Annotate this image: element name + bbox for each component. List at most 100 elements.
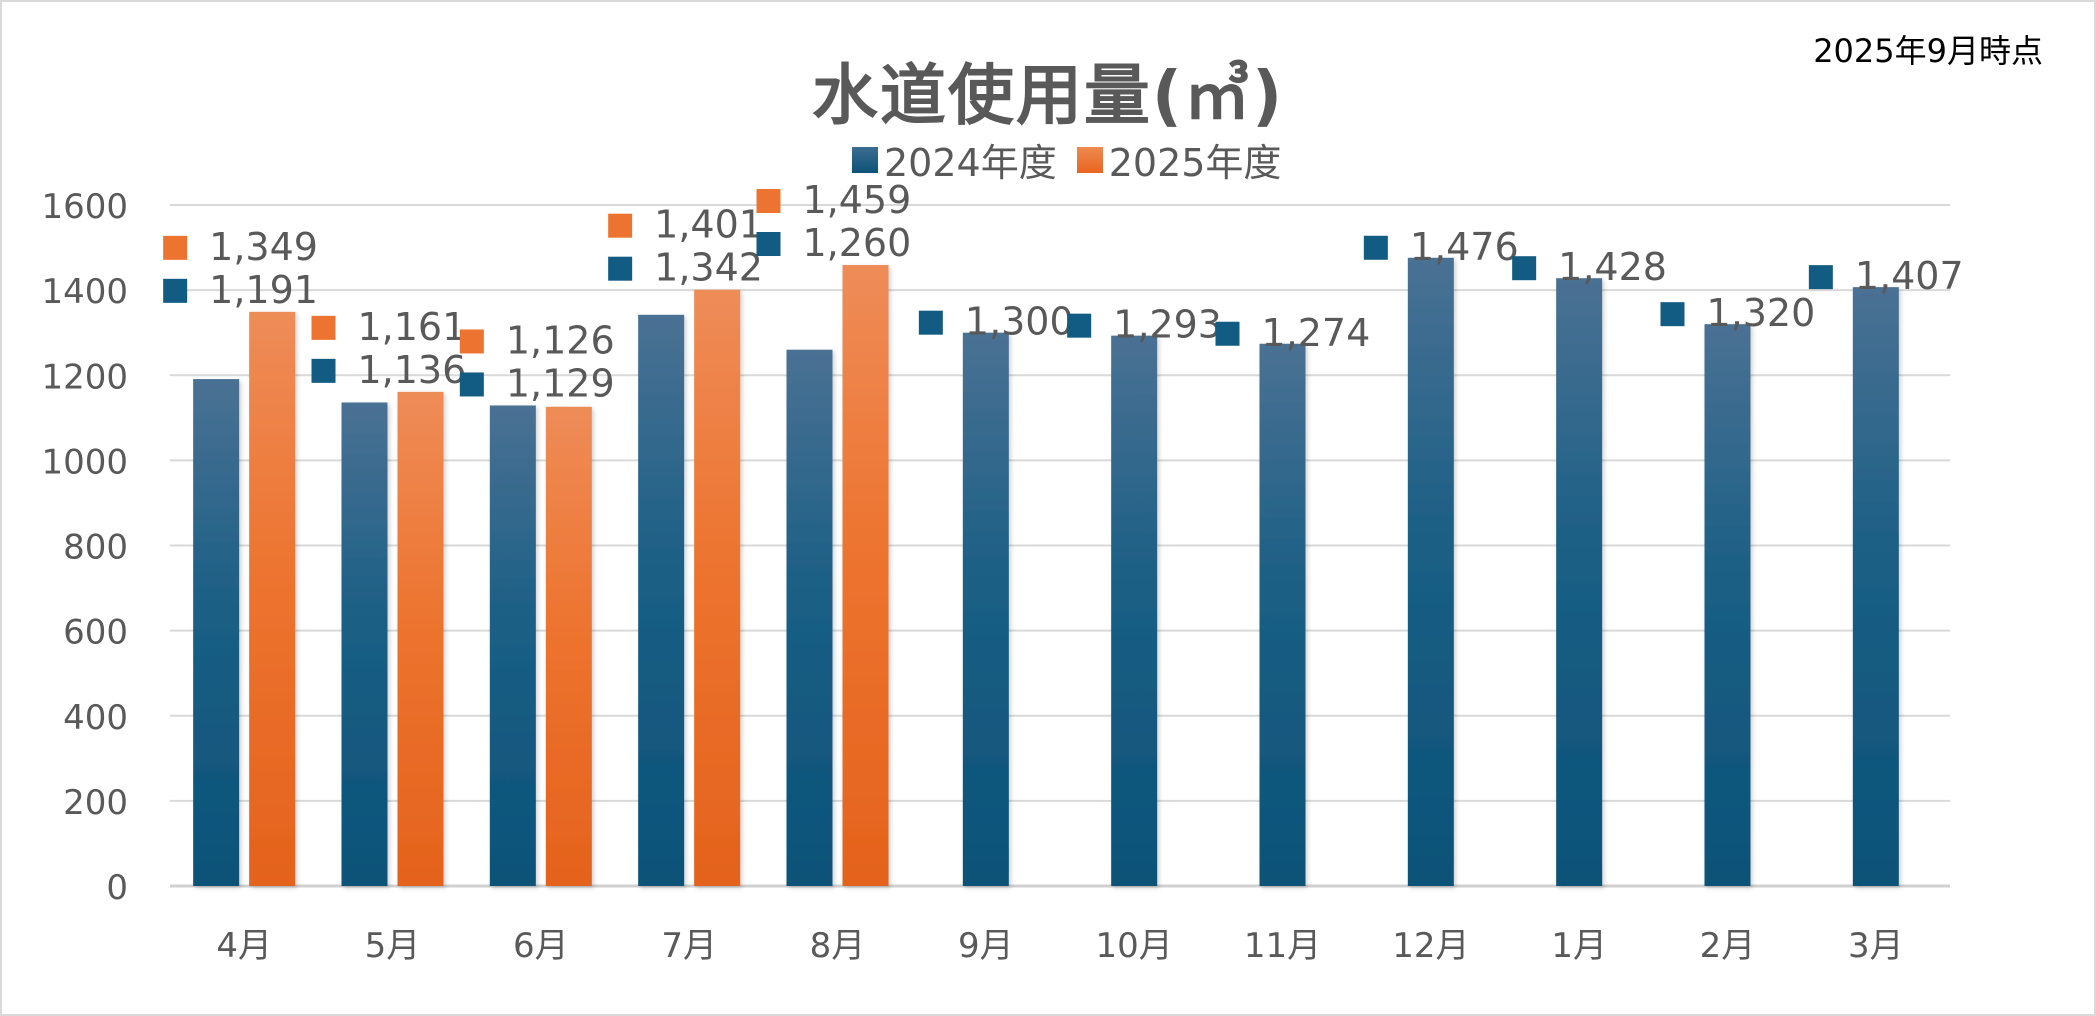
bar-2025-1 xyxy=(397,391,444,886)
data-label-text: 1,320 xyxy=(1707,291,1816,335)
bar-2025-4 xyxy=(842,265,889,886)
data-label-swatch xyxy=(459,372,484,397)
data-label-2025-0: 1,349 xyxy=(163,225,318,269)
data-label-swatch xyxy=(1512,256,1537,281)
data-label-swatch xyxy=(1067,313,1092,338)
gridlines xyxy=(170,204,1950,888)
data-label-2025-4: 1,459 xyxy=(756,178,912,222)
data-label-swatch xyxy=(311,358,336,383)
data-label-2024-11: 1,407 xyxy=(1808,254,1964,298)
data-label-text: 1,293 xyxy=(1113,303,1222,347)
data-label-swatch xyxy=(1660,302,1685,327)
data-label-2025-2: 1,126 xyxy=(459,318,615,362)
as-of-note: 2025年9月時点 xyxy=(1813,32,2043,70)
y-tick-label: 0 xyxy=(106,868,128,908)
data-label-text: 1,136 xyxy=(358,348,467,392)
data-label-2024-0: 1,191 xyxy=(163,268,318,312)
data-label-text: 1,428 xyxy=(1558,245,1667,289)
data-label-2025-3: 1,401 xyxy=(608,203,763,247)
data-label-text: 1,459 xyxy=(803,178,912,222)
legend-label-2024: 2024年度 xyxy=(884,141,1057,185)
data-label-swatch xyxy=(608,256,633,281)
legend: 2024年度 2025年度 xyxy=(852,132,1301,187)
bar-2024-9 xyxy=(1556,278,1603,886)
data-label-2024-1: 1,136 xyxy=(311,348,467,392)
data-label-2025-1: 1,161 xyxy=(311,305,467,349)
data-label-text: 1,300 xyxy=(965,300,1074,344)
bars xyxy=(193,257,1899,887)
x-tick-label: 9月 xyxy=(958,926,1014,966)
bar-2024-7 xyxy=(1259,343,1306,886)
bar-2024-0 xyxy=(193,379,240,886)
data-label-2024-8: 1,476 xyxy=(1363,225,1519,269)
bar-2025-3 xyxy=(694,289,741,887)
x-tick-label: 8月 xyxy=(810,926,866,966)
data-label-text: 1,401 xyxy=(654,203,763,247)
x-tick-label: 3月 xyxy=(1848,926,1904,966)
x-tick-label: 4月 xyxy=(216,926,272,966)
data-label-text: 1,161 xyxy=(358,305,467,349)
data-label-text: 1,260 xyxy=(803,221,912,265)
data-label-2024-5: 1,300 xyxy=(918,300,1074,344)
bar-2024-10 xyxy=(1704,324,1751,886)
bar-2024-1 xyxy=(341,402,388,886)
data-label-swatch xyxy=(918,310,943,335)
data-label-text: 1,476 xyxy=(1410,225,1519,269)
y-tick-label: 1600 xyxy=(41,187,128,227)
x-tick-label: 5月 xyxy=(365,926,421,966)
data-label-swatch xyxy=(756,189,781,214)
x-axis-tick-labels: 4月 5月 6月 7月 8月 9月 10月 11月 12月 1月 2月 3月 xyxy=(216,926,1903,966)
y-tick-label: 1000 xyxy=(41,442,128,482)
bar-2025-0 xyxy=(249,311,296,886)
data-label-2024-9: 1,428 xyxy=(1512,245,1667,289)
y-tick-label: 1200 xyxy=(41,357,128,397)
y-tick-label: 1400 xyxy=(41,272,128,312)
chart-title: 水道使用量(㎥) xyxy=(811,57,1285,134)
legend-item-2024: 2024年度 xyxy=(852,132,1057,187)
legend-swatch-2025 xyxy=(1076,146,1103,173)
y-tick-label: 600 xyxy=(63,613,128,653)
data-label-swatch xyxy=(1215,321,1240,346)
y-tick-label: 400 xyxy=(63,698,128,738)
data-label-swatch xyxy=(1363,235,1388,260)
y-axis-tick-labels: 0 200 400 600 800 1000 1200 1400 1600 xyxy=(41,187,128,908)
data-label-swatch xyxy=(1808,265,1833,290)
bar-2024-6 xyxy=(1111,335,1158,886)
data-label-swatch xyxy=(163,235,188,260)
bar-2024-11 xyxy=(1852,287,1899,886)
data-label-swatch xyxy=(459,329,484,354)
x-tick-label: 2月 xyxy=(1700,926,1756,966)
data-label-text: 1,129 xyxy=(506,361,615,405)
legend-label-2025: 2025年度 xyxy=(1108,141,1282,185)
data-label-swatch xyxy=(756,232,781,257)
x-tick-label: 10月 xyxy=(1096,926,1173,966)
bar-2025-2 xyxy=(545,406,592,886)
bar-2024-4 xyxy=(786,349,833,886)
data-label-swatch xyxy=(311,315,336,340)
data-label-text: 1,126 xyxy=(506,318,615,362)
data-label-text: 1,191 xyxy=(209,268,318,312)
x-tick-label: 11月 xyxy=(1244,926,1321,966)
bar-2024-2 xyxy=(489,405,536,886)
data-label-text: 1,407 xyxy=(1855,254,1964,298)
legend-swatch-2024 xyxy=(852,146,878,173)
x-tick-label: 7月 xyxy=(661,926,717,966)
x-tick-label: 12月 xyxy=(1392,926,1469,966)
bar-2024-3 xyxy=(638,314,685,886)
x-tick-label: 6月 xyxy=(513,926,569,966)
y-tick-label: 800 xyxy=(63,528,128,568)
data-label-swatch xyxy=(608,213,633,238)
y-tick-label: 200 xyxy=(63,783,128,823)
data-label-2024-4: 1,260 xyxy=(756,221,912,265)
bar-2024-5 xyxy=(962,332,1009,886)
data-label-text: 1,342 xyxy=(654,246,763,290)
data-label-text: 1,274 xyxy=(1262,311,1371,355)
data-label-swatch xyxy=(163,278,188,303)
data-label-text: 1,349 xyxy=(209,225,318,269)
x-tick-label: 1月 xyxy=(1551,926,1607,966)
data-label-2024-3: 1,342 xyxy=(608,246,763,290)
legend-item-2025: 2025年度 xyxy=(1076,132,1282,187)
bar-2024-8 xyxy=(1407,257,1454,887)
